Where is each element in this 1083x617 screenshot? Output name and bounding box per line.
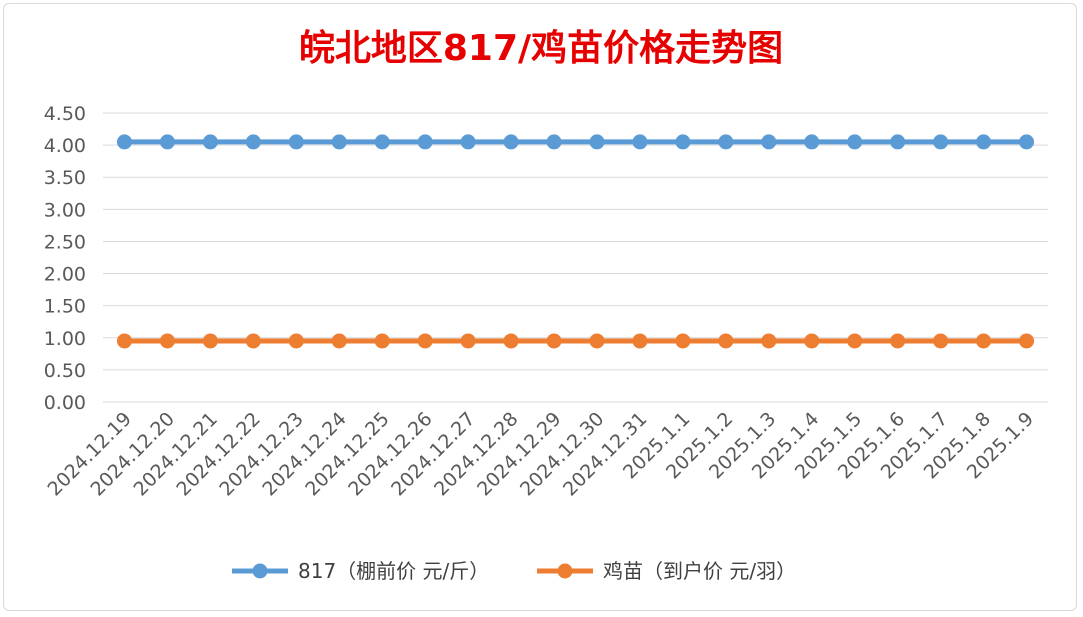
legend-label-0: 817（棚前价 元/斤） [298, 559, 489, 583]
series-0-point [503, 134, 519, 150]
legend-marker-0 [252, 563, 268, 579]
series-1-point [417, 333, 433, 349]
legend-label-1: 鸡苗（到户价 元/羽） [603, 559, 796, 583]
series-0-point [1019, 134, 1035, 150]
series-0-point [890, 134, 906, 150]
series-0-point [546, 134, 562, 150]
grid-lines [103, 112, 1048, 403]
series-1-point [546, 333, 562, 349]
series-1-point [1019, 333, 1035, 349]
series-0-point [417, 134, 433, 150]
series-0-point [589, 134, 605, 150]
y-tick-label: 2.50 [44, 231, 86, 253]
series-1-point [460, 333, 476, 349]
series-1-point [503, 333, 519, 349]
series-0-point [933, 134, 949, 150]
series-1-point [976, 333, 992, 349]
series-0-point [159, 134, 175, 150]
y-tick-label: 1.00 [44, 328, 86, 350]
series-1-point [245, 333, 261, 349]
y-axis-ticks: 0.00 0.50 1.00 1.50 2.00 2.50 3.00 3.50 4.00 4.50 [44, 103, 86, 414]
series-1-point [933, 333, 949, 349]
y-tick-label: 4.50 [44, 103, 86, 125]
series-1-point [632, 333, 648, 349]
chart-frame [3, 3, 1077, 611]
series-1-point [331, 333, 347, 349]
series-1-point [804, 333, 820, 349]
series-0-point [245, 134, 261, 150]
series-0-point [116, 134, 132, 150]
y-tick-label: 3.50 [44, 167, 86, 189]
series-0-point [288, 134, 304, 150]
series-1-point [159, 333, 175, 349]
chart-title: 皖北地区817/鸡苗价格走势图 [299, 28, 783, 69]
y-tick-label: 0.00 [44, 392, 86, 414]
series-0-point [675, 134, 691, 150]
legend-marker-1 [557, 563, 573, 579]
y-tick-label: 4.00 [44, 135, 86, 157]
y-tick-label: 2.00 [44, 264, 86, 286]
series-0-point [374, 134, 390, 150]
series-0-point [202, 134, 218, 150]
series-1-point [589, 333, 605, 349]
series-0-point [460, 134, 476, 150]
series-1-point [202, 333, 218, 349]
series-1-point [374, 333, 390, 349]
series-0-point [761, 134, 777, 150]
series-0-point [718, 134, 734, 150]
y-tick-label: 3.00 [44, 199, 86, 221]
series-1-point [847, 333, 863, 349]
series-0-point [632, 134, 648, 150]
series-0-point [331, 134, 347, 150]
series-group [116, 134, 1035, 349]
series-0-point [976, 134, 992, 150]
series-1-point [288, 333, 304, 349]
series-1-point [116, 333, 132, 349]
series-1-point [718, 333, 734, 349]
legend: 817（棚前价 元/斤） 鸡苗（到户价 元/羽） [232, 559, 796, 583]
series-1-point [761, 333, 777, 349]
series-0-point [847, 134, 863, 150]
series-0-point [804, 134, 820, 150]
y-tick-label: 1.50 [44, 296, 86, 318]
series-1-point [890, 333, 906, 349]
y-tick-label: 0.50 [44, 360, 86, 382]
series-1-point [675, 333, 691, 349]
x-axis-ticks: 2024.12.192024.12.202024.12.212024.12.22… [44, 408, 1039, 500]
